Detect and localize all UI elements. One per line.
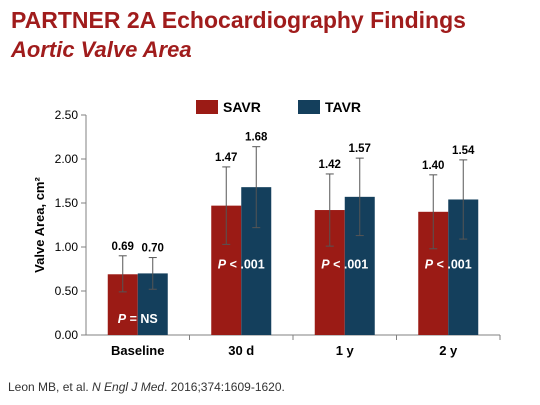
p-value-annotation: P < .001	[218, 258, 265, 272]
legend-label-tavr: TAVR	[325, 99, 361, 115]
y-tick-label: 2.00	[55, 152, 79, 166]
y-axis-title: Valve Area, cm²	[32, 177, 47, 273]
citation-authors: Leon MB, et al.	[8, 380, 93, 394]
data-label-tavr: 1.54	[452, 145, 475, 157]
x-tick-label: 2 y	[439, 343, 458, 358]
citation: Leon MB, et al. N Engl J Med. 2016;374:1…	[8, 380, 285, 394]
valve-area-bar-chart: 0.00 0.50 1.00 1.50 2.00 2.50 Valve Area, cm² B…	[32, 99, 501, 358]
p-value-symbol: P	[218, 258, 227, 272]
legend-swatch-savr	[196, 100, 218, 114]
data-label-tavr: 1.68	[245, 132, 268, 144]
data-label-savr: 1.40	[422, 160, 444, 172]
x-tick-label: 1 y	[336, 343, 355, 358]
chart-axes: 0.00 0.50 1.00 1.50 2.00 2.50 Valve Area, cm² B…	[32, 108, 501, 358]
citation-details: . 2016;374:1609-1620.	[164, 380, 285, 394]
p-value-annotation: P < .001	[425, 258, 472, 272]
p-value-symbol: P	[425, 258, 434, 272]
legend-label-savr: SAVR	[223, 99, 261, 115]
legend-swatch-tavr	[298, 100, 320, 114]
p-value-annotation: P = NS	[118, 312, 158, 326]
p-value-text: < .001	[433, 258, 472, 272]
citation-journal: N Engl J Med	[92, 380, 165, 394]
chart-legend: SAVR TAVR	[196, 99, 361, 115]
data-label-tavr: 1.57	[349, 143, 371, 155]
p-value-annotation: P < .001	[321, 258, 368, 272]
p-value-text: < .001	[330, 258, 369, 272]
p-value-symbol: P	[118, 312, 127, 326]
y-tick-label: 2.50	[55, 108, 79, 122]
x-tick-label: Baseline	[111, 343, 164, 358]
page-subtitle: Aortic Valve Area	[11, 37, 192, 62]
data-label-tavr: 0.70	[142, 243, 164, 255]
data-label-savr: 0.69	[112, 241, 134, 253]
page-title: PARTNER 2A Echocardiography Findings	[11, 7, 466, 33]
data-label-savr: 1.47	[215, 152, 237, 164]
p-value-text: = NS	[126, 312, 158, 326]
y-tick-label: 1.00	[55, 240, 79, 254]
y-tick-label: 0.50	[55, 284, 79, 298]
p-value-symbol: P	[321, 258, 330, 272]
y-tick-label: 1.50	[55, 196, 79, 210]
x-tick-label: 30 d	[228, 343, 254, 358]
p-value-text: < .001	[226, 258, 265, 272]
chart-bars	[107, 146, 479, 335]
data-label-savr: 1.42	[319, 159, 341, 171]
chart-labels: 0.691.471.42 1.400.701.681.57 1.54P = NSP …	[112, 132, 475, 326]
y-tick-label: 0.00	[55, 328, 79, 342]
